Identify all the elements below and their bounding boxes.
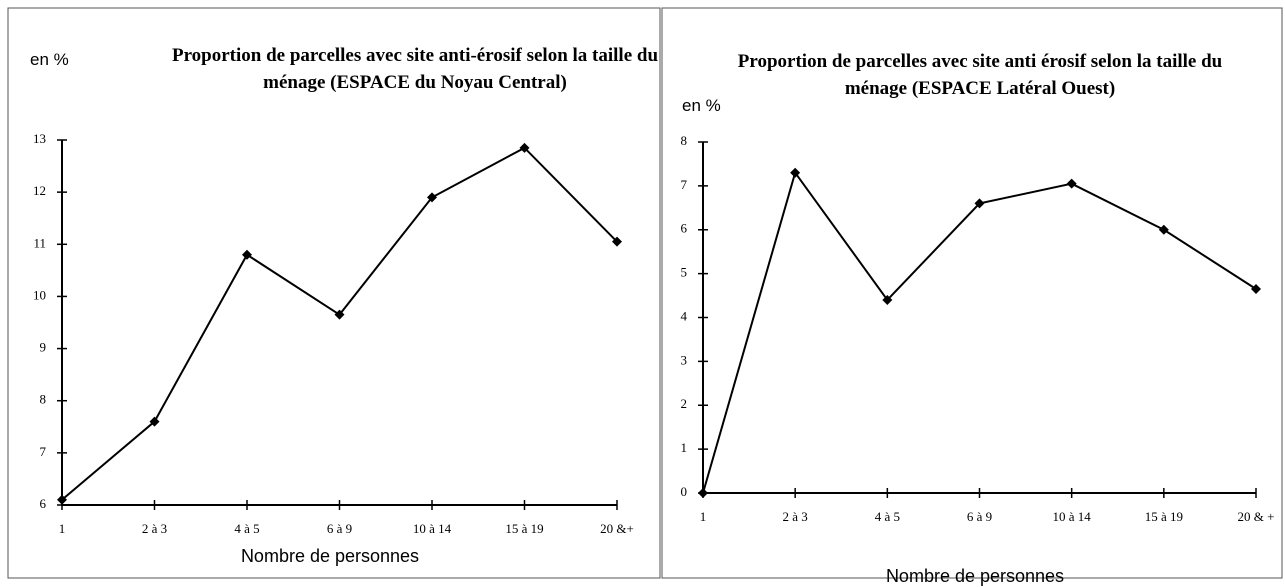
y-tick-label: 10 <box>33 287 46 302</box>
marker <box>612 236 622 247</box>
y-tick-label: 6 <box>681 221 688 236</box>
y-tick-label: 0 <box>681 484 688 499</box>
y-tick-label: 9 <box>40 340 47 355</box>
y-tick-label: 7 <box>40 444 47 459</box>
line <box>702 170 1257 494</box>
marker <box>427 192 437 203</box>
marker <box>149 416 160 427</box>
y-tick-label: 1 <box>681 440 688 455</box>
x-tick-label: 2 à 3 <box>142 521 167 536</box>
left-frame <box>7 7 661 579</box>
x-tick-label: 10 à 14 <box>413 521 452 536</box>
x-axis-label: Nombre de personnes <box>240 546 420 566</box>
x-tick-label: 1 <box>59 521 66 536</box>
marker <box>790 167 801 178</box>
marker <box>974 198 985 209</box>
y-tick-label: 11 <box>33 235 46 250</box>
y-tick-label: 6 <box>40 496 47 511</box>
marker <box>57 494 67 505</box>
x-tick-label: 20 & + <box>1238 509 1275 524</box>
y-tick-label: 12 <box>33 183 46 198</box>
y-axis-label: en % <box>682 96 721 115</box>
marker <box>698 488 708 498</box>
marker <box>1158 224 1169 235</box>
x-tick-label: 20 &+ <box>600 521 634 536</box>
x-tick-label: 10 à 14 <box>1053 509 1092 524</box>
x-axis-label: Nombre de personnes <box>885 566 1065 586</box>
right-frame <box>661 7 1283 579</box>
x-tick-label: 6 à 9 <box>327 521 352 536</box>
x-tick-label: 6 à 9 <box>967 509 992 524</box>
y-tick-label: 13 <box>33 131 46 146</box>
marker <box>519 142 530 153</box>
x-tick-label: 15 à 19 <box>505 521 543 536</box>
marker <box>1066 178 1077 189</box>
y-tick-label: 5 <box>681 265 688 280</box>
chart-title: Proportion de parcelles avec site anti é… <box>737 51 1223 99</box>
y-tick-label: 3 <box>681 352 688 367</box>
x-tick-label: 4 à 5 <box>234 521 259 536</box>
y-tick-label: 7 <box>681 177 688 192</box>
y-tick-label: 4 <box>681 308 688 323</box>
x-tick-label: 4 à 5 <box>875 509 900 524</box>
line <box>61 146 618 501</box>
marker <box>334 309 345 320</box>
x-tick-label: 1 <box>700 509 707 524</box>
y-tick-label: 2 <box>681 396 688 411</box>
marker <box>242 249 252 260</box>
x-tick-label: 2 à 3 <box>783 509 808 524</box>
y-tick-label: 8 <box>681 133 688 148</box>
y-tick-label: 8 <box>40 392 47 407</box>
marker <box>882 294 893 305</box>
chart-title: Proportion de parcelles avec site anti-é… <box>171 45 659 93</box>
marker <box>1251 283 1261 294</box>
y-axis-label: en % <box>30 50 69 69</box>
x-tick-label: 15 à 19 <box>1145 509 1183 524</box>
